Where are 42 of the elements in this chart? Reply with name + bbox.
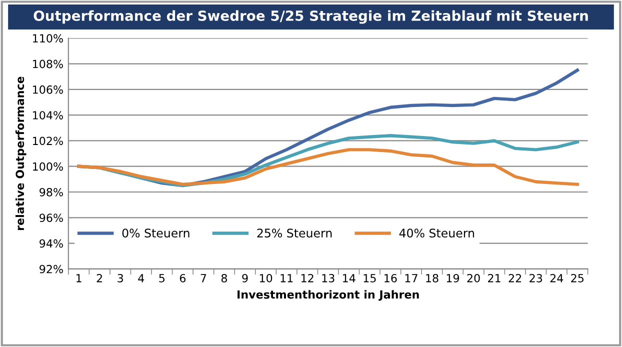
x-tick-label: 4 xyxy=(138,274,144,282)
y-tick-label: 106% xyxy=(33,85,63,94)
y-tick-label: 110% xyxy=(33,34,63,43)
x-tick-label: 12 xyxy=(301,274,314,282)
y-tick-label: 104% xyxy=(33,111,63,120)
x-tick-label: 14 xyxy=(343,274,356,282)
x-tick-label: 2 xyxy=(96,274,102,282)
x-tick-label: 10 xyxy=(260,274,272,282)
legend-label: 25% Steuern xyxy=(257,228,332,238)
x-tick-label: 13 xyxy=(322,274,334,282)
y-tick-label: 98% xyxy=(40,188,63,196)
x-tick-label: 11 xyxy=(280,274,293,282)
legend-label: 0% Steuern xyxy=(122,228,190,238)
x-tick-label: 15 xyxy=(364,274,376,282)
chart-title: Outperformance der Swedroe 5/25 Strategie im Zeitablauf mit Steuern xyxy=(34,10,588,24)
y-tick-label: 100% xyxy=(33,162,63,171)
x-tick-label: 19 xyxy=(446,274,460,282)
x-tick-label: 5 xyxy=(159,274,164,282)
x-tick-label: 22 xyxy=(508,274,522,282)
x-tick-label: 25 xyxy=(571,274,584,282)
y-tick-label: 92% xyxy=(40,264,63,274)
y-tick-label: 94% xyxy=(40,239,63,248)
y-tick-label: 102% xyxy=(33,136,63,146)
legend-label: 40% Steuern xyxy=(399,228,474,238)
y-tick-label: 96% xyxy=(40,214,63,222)
y-tick-label: 108% xyxy=(33,60,63,68)
x-tick-label: 1 xyxy=(76,274,82,282)
x-tick-label: 24 xyxy=(550,274,564,282)
x-tick-label: 3 xyxy=(118,274,123,282)
line-series xyxy=(77,148,580,186)
x-tick-label: 16 xyxy=(384,274,397,282)
x-tick-label: 6 xyxy=(180,274,186,282)
x-tick-label: 20 xyxy=(467,274,480,282)
y-axis-title: relative Outperformance xyxy=(15,76,26,230)
x-tick-label: 18 xyxy=(426,274,438,282)
x-tick-label: 8 xyxy=(221,274,228,282)
x-tick-label: 21 xyxy=(488,274,500,282)
x-axis-title: Investmenthorizont in Jahren xyxy=(238,290,419,301)
x-tick-label: 17 xyxy=(405,274,418,282)
x-tick-label: 23 xyxy=(530,274,542,282)
x-tick-label: 9 xyxy=(242,274,248,282)
x-tick-label: 7 xyxy=(200,274,206,282)
